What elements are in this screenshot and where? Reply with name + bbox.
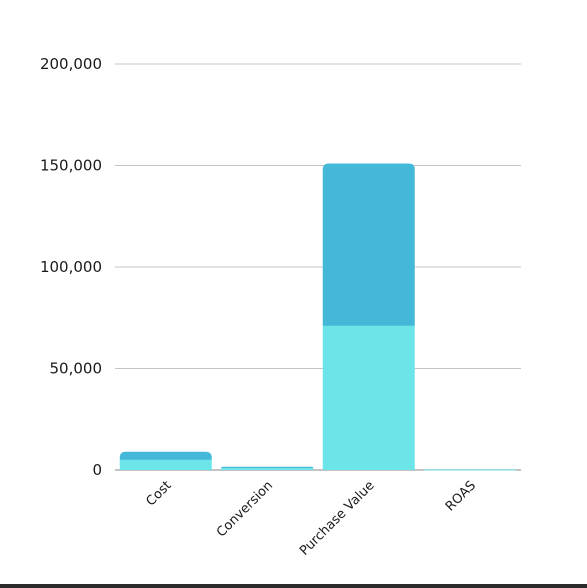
x-axis-category-labels: Cost Conversion Purchase Value ROAS <box>144 478 480 559</box>
bar-segment-cost-2 <box>119 451 212 460</box>
y-tick-label: 0 <box>92 461 102 479</box>
bar-segment-conversion-1 <box>221 468 314 470</box>
bars <box>119 163 517 471</box>
y-tick-label: 50,000 <box>50 360 103 378</box>
y-tick-label: 150,000 <box>40 157 102 175</box>
x-tick-label: Conversion <box>214 478 276 540</box>
bar-segment-purchase-value-2 <box>322 163 415 326</box>
x-tick-label: ROAS <box>443 478 479 514</box>
bar-segment-cost-1 <box>119 459 212 470</box>
x-tick-label: Purchase Value <box>297 478 378 559</box>
bar-segment-purchase-value-1 <box>322 325 415 470</box>
x-tick-label: Cost <box>144 478 175 509</box>
bar-segment-conversion-2 <box>221 466 314 469</box>
bar-segment-roas-1 <box>424 469 517 471</box>
bottom-border <box>0 584 587 588</box>
bar-segment-roas-2 <box>424 469 517 471</box>
y-tick-label: 200,000 <box>40 55 102 73</box>
y-axis-tick-labels: 0 50,000 100,000 150,000 200,000 <box>40 55 102 479</box>
gridlines <box>115 63 521 471</box>
y-tick-label: 100,000 <box>40 258 102 276</box>
